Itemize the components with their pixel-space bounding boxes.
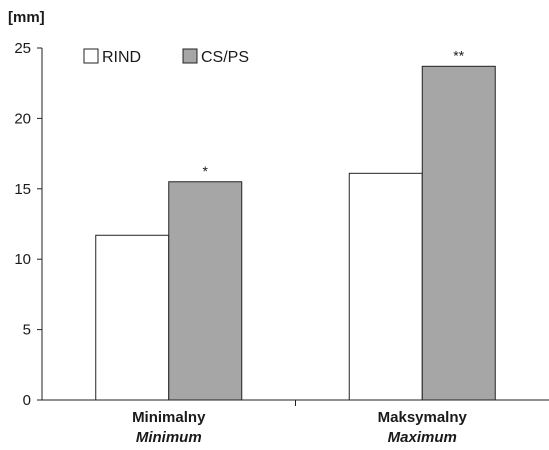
x-axis — [42, 399, 549, 406]
legend-label: CS/PS — [201, 49, 249, 66]
legend-swatch — [182, 48, 198, 64]
y-tick-label: 0 — [23, 392, 31, 409]
category-labels: Minimalny Minimum Maksymalny Maximum — [132, 409, 467, 446]
category-label: Minimalny — [132, 409, 206, 426]
bar-cs-ps-0 — [168, 181, 243, 401]
y-axis: 0 5 10 15 20 25 — [14, 40, 43, 409]
bar-rind-0 — [95, 234, 170, 401]
bars — [95, 65, 496, 401]
category-sublabel: Minimum — [136, 429, 202, 446]
legend: RIND CS/PS — [83, 48, 249, 66]
y-tick-label: 5 — [23, 322, 31, 339]
significance-labels: *** — [203, 47, 465, 178]
significance-marker: * — [203, 163, 209, 179]
category-sublabel: Maximum — [388, 429, 457, 446]
y-tick-label: 20 — [14, 110, 31, 127]
legend-swatch — [83, 48, 99, 64]
y-tick-label: 10 — [14, 251, 31, 268]
y-tick-label: 25 — [14, 40, 31, 57]
significance-marker: ** — [453, 47, 464, 63]
bar-rind-1 — [348, 172, 423, 401]
y-unit-label: [mm] — [8, 9, 45, 26]
y-tick-label: 15 — [14, 181, 31, 198]
legend-label: RIND — [102, 49, 141, 66]
category-label: Maksymalny — [378, 409, 468, 426]
bar-cs-ps-1 — [421, 65, 496, 401]
